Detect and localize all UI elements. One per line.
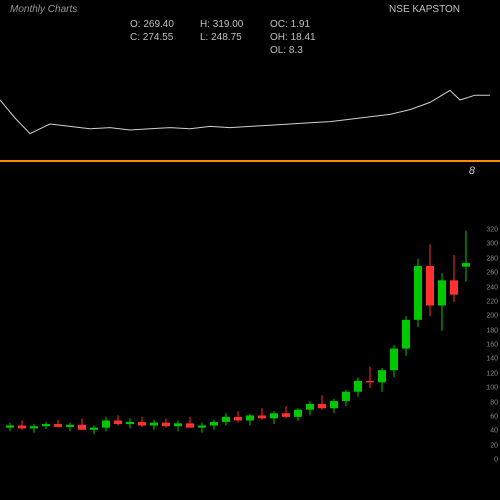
y-tick: 220 bbox=[486, 298, 498, 305]
stat-o-label: O: bbox=[130, 19, 141, 30]
stat-oc-val: 1.91 bbox=[291, 19, 310, 30]
y-tick: 120 bbox=[486, 370, 498, 377]
candlestick-chart bbox=[0, 230, 480, 460]
y-axis-right: 0204060801001201401601802002202402602803… bbox=[480, 230, 498, 460]
chart-header: Monthly Charts NSE KAPSTON O: 269.40 H: … bbox=[0, 4, 500, 44]
y-tick: 300 bbox=[486, 241, 498, 248]
y-tick: 280 bbox=[486, 255, 498, 262]
upper-line-chart bbox=[0, 40, 500, 160]
y-tick: 100 bbox=[486, 385, 498, 392]
y-tick: 140 bbox=[486, 356, 498, 363]
y-tick: 320 bbox=[486, 227, 498, 234]
y-tick: 240 bbox=[486, 284, 498, 291]
stat-h-label: H: bbox=[200, 19, 210, 30]
chart-separator bbox=[0, 160, 500, 162]
y-tick: 200 bbox=[486, 313, 498, 320]
y-tick: 160 bbox=[486, 342, 498, 349]
y-tick: 260 bbox=[486, 270, 498, 277]
stat-h-val: 319.00 bbox=[213, 19, 244, 30]
y-tick: 0 bbox=[494, 457, 498, 464]
stat-oc-label: OC: bbox=[270, 19, 288, 30]
y-tick: 60 bbox=[490, 413, 498, 420]
y-tick: 80 bbox=[490, 399, 498, 406]
y-tick: 40 bbox=[490, 428, 498, 435]
y-tick: 180 bbox=[486, 327, 498, 334]
x-axis-label: 8 bbox=[469, 165, 475, 177]
stat-o-val: 269.40 bbox=[143, 19, 174, 30]
chart-title-left: Monthly Charts bbox=[10, 4, 77, 15]
y-tick: 20 bbox=[490, 442, 498, 449]
chart-title-right: NSE KAPSTON bbox=[389, 4, 460, 15]
